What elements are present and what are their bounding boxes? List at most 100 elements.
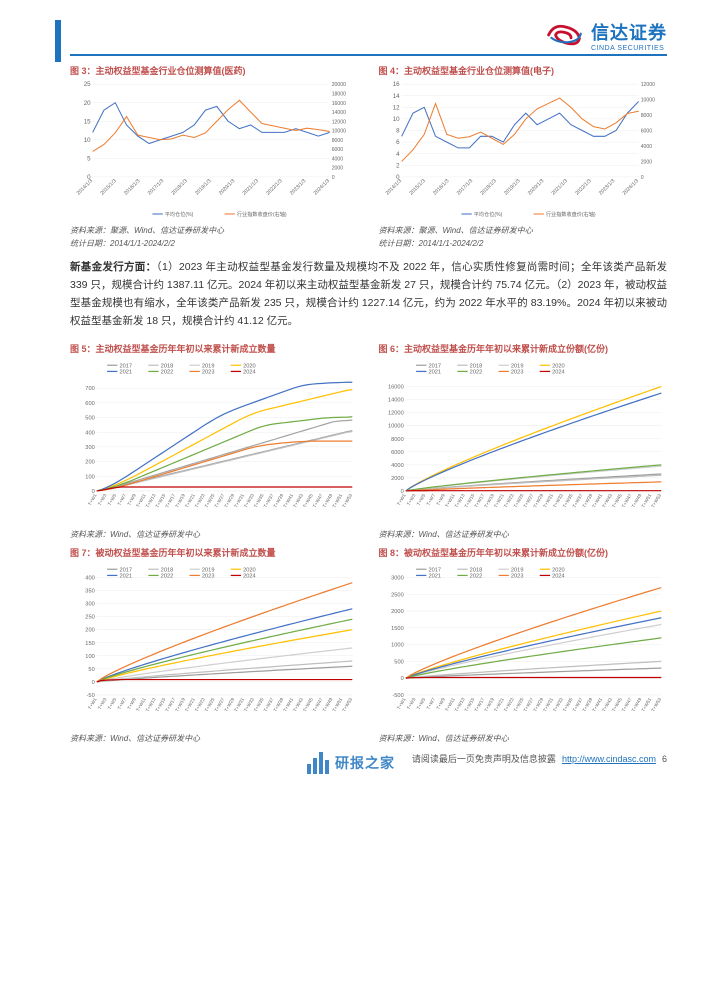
figure-row-3: 图 7：被动权益型基金历年年初以来累计新成立数量 -50050100150200… xyxy=(70,546,667,744)
footer-text: 请阅读最后一页免责声明及信息披露 xyxy=(412,752,556,765)
svg-text:500: 500 xyxy=(394,660,403,666)
fig6-title: 图 6：主动权益型基金历年年初以来累计新成立份额(亿份) xyxy=(379,342,668,355)
svg-text:700: 700 xyxy=(85,387,94,393)
svg-text:2: 2 xyxy=(396,162,400,169)
figure-8: 图 8：被动权益型基金历年年初以来累计新成立份额(亿份) -5000500100… xyxy=(379,546,668,744)
svg-text:50: 50 xyxy=(88,667,94,673)
svg-text:100: 100 xyxy=(85,475,94,481)
svg-text:2023/1/3: 2023/1/3 xyxy=(289,178,307,196)
page-number: 6 xyxy=(662,754,667,764)
svg-text:2000: 2000 xyxy=(640,159,652,165)
figure-row-2: 图 5：主动权益型基金历年年初以来累计新成立数量 010020030040050… xyxy=(70,342,667,540)
logo-subtext: CINDA SECURITIES xyxy=(591,45,667,52)
svg-text:T+W53: T+W53 xyxy=(341,493,353,509)
figure-row-1: 图 3：主动权益型基金行业仓位测算值(医药) 05101520250200040… xyxy=(70,64,667,249)
figure-6: 图 6：主动权益型基金历年年初以来累计新成立份额(亿份) 02000400060… xyxy=(379,342,668,540)
svg-text:2017: 2017 xyxy=(428,364,441,370)
svg-text:12: 12 xyxy=(392,104,399,111)
fig5-source: 资料来源：Wind、信达证券研发中心 xyxy=(70,529,359,540)
fig8-source: 资料来源：Wind、信达证券研发中心 xyxy=(379,733,668,744)
svg-text:2021/1/3: 2021/1/3 xyxy=(550,178,568,196)
svg-text:100: 100 xyxy=(85,654,94,660)
svg-text:6000: 6000 xyxy=(332,147,344,153)
svg-text:1500: 1500 xyxy=(391,626,404,632)
svg-text:0: 0 xyxy=(92,680,95,686)
svg-text:2017: 2017 xyxy=(119,568,132,574)
page: 信达证券 CINDA SECURITIES 图 3：主动权益型基金行业仓位测算值… xyxy=(0,0,702,780)
svg-text:T+W53: T+W53 xyxy=(650,493,662,509)
fig8-chart: -500050010001500200025003000201720182019… xyxy=(379,561,668,731)
svg-text:4: 4 xyxy=(396,151,400,158)
svg-text:8000: 8000 xyxy=(332,138,344,144)
svg-text:2019: 2019 xyxy=(202,568,215,574)
svg-text:2023: 2023 xyxy=(510,370,523,376)
svg-text:行业指数收盘价(右轴): 行业指数收盘价(右轴) xyxy=(237,210,287,218)
svg-text:2022: 2022 xyxy=(469,574,482,580)
svg-text:2018/1/3: 2018/1/3 xyxy=(479,178,497,196)
svg-text:0: 0 xyxy=(332,175,335,181)
watermark-bars-icon xyxy=(307,752,329,774)
fig8-title: 图 8：被动权益型基金历年年初以来累计新成立份额(亿份) xyxy=(379,546,668,559)
svg-text:2017/1/3: 2017/1/3 xyxy=(455,178,473,196)
fig6-source: 资料来源：Wind、信达证券研发中心 xyxy=(379,529,668,540)
svg-text:25: 25 xyxy=(84,81,91,88)
svg-text:2022: 2022 xyxy=(161,370,174,376)
figure-3: 图 3：主动权益型基金行业仓位测算值(医药) 05101520250200040… xyxy=(70,64,359,249)
logo-text: 信达证券 xyxy=(591,23,667,43)
svg-text:2021: 2021 xyxy=(428,574,441,580)
svg-text:300: 300 xyxy=(85,602,94,608)
figure-4: 图 4：主动权益型基金行业仓位测算值(电子) 02468101214160200… xyxy=(379,64,668,249)
svg-text:2021: 2021 xyxy=(119,574,132,580)
svg-text:1000: 1000 xyxy=(391,643,404,649)
fig5-chart: 0100200300400500600700201720182019202020… xyxy=(70,357,359,527)
svg-text:14000: 14000 xyxy=(332,110,346,116)
fig7-title: 图 7：被动权益型基金历年年初以来累计新成立数量 xyxy=(70,546,359,559)
svg-text:2024: 2024 xyxy=(552,574,565,580)
svg-text:18000: 18000 xyxy=(332,91,346,97)
svg-text:5: 5 xyxy=(87,155,91,162)
body-paragraph: 新基金发行方面：（1）2023 年主动权益型基金发行数量及规模均不及 2022 … xyxy=(70,259,667,330)
svg-text:T+W53: T+W53 xyxy=(341,697,353,713)
svg-text:500: 500 xyxy=(85,416,94,422)
svg-text:8000: 8000 xyxy=(640,113,652,119)
svg-text:2000: 2000 xyxy=(332,166,344,172)
body-content: （1）2023 年主动权益型基金发行数量及规模均不及 2022 年，信心实质性修… xyxy=(70,261,667,327)
svg-text:2023: 2023 xyxy=(202,370,215,376)
svg-text:0: 0 xyxy=(640,175,643,181)
svg-text:2021: 2021 xyxy=(119,370,132,376)
accent-bar xyxy=(55,20,61,62)
svg-text:300: 300 xyxy=(85,445,94,451)
svg-text:2020: 2020 xyxy=(552,364,565,370)
svg-text:2016/1/3: 2016/1/3 xyxy=(432,178,450,196)
svg-text:10000: 10000 xyxy=(388,424,404,430)
fig5-title: 图 5：主动权益型基金历年年初以来累计新成立数量 xyxy=(70,342,359,355)
svg-text:2017: 2017 xyxy=(119,364,132,370)
watermark: 研报之家 xyxy=(307,752,395,774)
svg-text:350: 350 xyxy=(85,589,94,595)
svg-text:10000: 10000 xyxy=(640,98,654,104)
svg-text:12000: 12000 xyxy=(332,119,346,125)
svg-text:15: 15 xyxy=(84,118,91,125)
svg-text:T+W53: T+W53 xyxy=(650,697,662,713)
footer-link[interactable]: http://www.cindasc.com xyxy=(562,754,656,764)
svg-text:16000: 16000 xyxy=(332,101,346,107)
svg-text:2020: 2020 xyxy=(552,568,565,574)
company-logo: 信达证券 CINDA SECURITIES xyxy=(543,19,667,52)
header: 信达证券 CINDA SECURITIES xyxy=(70,20,667,56)
svg-text:2022: 2022 xyxy=(469,370,482,376)
svg-text:2020/1/3: 2020/1/3 xyxy=(218,178,236,196)
svg-text:行业指数收盘价(右轴): 行业指数收盘价(右轴) xyxy=(545,210,595,218)
svg-text:2020: 2020 xyxy=(243,568,256,574)
svg-text:2018: 2018 xyxy=(161,568,174,574)
fig6-chart: 0200040006000800010000120001400016000201… xyxy=(379,357,668,527)
svg-text:2016/1/3: 2016/1/3 xyxy=(123,178,141,196)
svg-text:2019: 2019 xyxy=(510,364,523,370)
svg-text:2017: 2017 xyxy=(428,568,441,574)
svg-text:8: 8 xyxy=(396,128,400,135)
svg-text:16: 16 xyxy=(392,81,399,88)
svg-text:250: 250 xyxy=(85,615,94,621)
svg-text:2024/1/3: 2024/1/3 xyxy=(621,178,639,196)
svg-text:150: 150 xyxy=(85,641,94,647)
svg-text:12000: 12000 xyxy=(640,82,654,88)
svg-text:2022/1/3: 2022/1/3 xyxy=(574,178,592,196)
